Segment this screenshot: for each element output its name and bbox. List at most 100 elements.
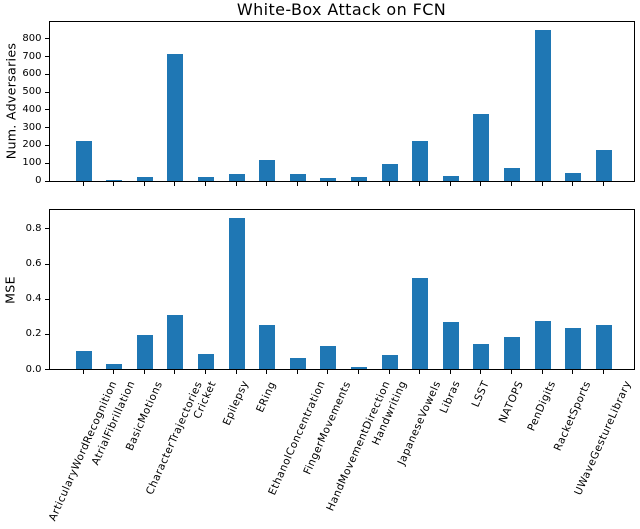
bar-LSST (473, 113, 490, 181)
bar-Handwriting (381, 163, 398, 181)
bar-NATOPS (503, 337, 520, 369)
bar-PenDigits (534, 30, 551, 181)
x-tick (174, 370, 176, 374)
y-tick (44, 127, 49, 129)
bar-HandMovementDirection (350, 177, 367, 181)
y-tick (44, 91, 49, 93)
x-tick (388, 181, 390, 186)
bar-NATOPS (503, 168, 520, 181)
bar-FingerMovements (320, 178, 337, 181)
x-tick (541, 370, 543, 374)
y-tick (44, 263, 49, 265)
bar-Libras (442, 176, 459, 181)
bar-RacketSports (565, 327, 582, 369)
y-tick (44, 369, 49, 370)
y-tick-label: 0 (35, 175, 42, 186)
bar-CharacterTrajectories (167, 54, 184, 181)
x-tick (388, 370, 390, 374)
y-tick-label: 0.4 (25, 293, 42, 305)
top-plot-area (48, 20, 635, 182)
y-tick-label: 0.2 (25, 328, 42, 340)
x-tick (449, 370, 451, 374)
bar-AtrialFibrillation (106, 364, 123, 369)
x-tick-label-LSST: LSST (469, 379, 492, 410)
x-tick (113, 370, 115, 374)
x-tick (419, 370, 421, 374)
bar-BasicMotions (136, 334, 153, 369)
y-tick (44, 298, 49, 300)
bar-FingerMovements (320, 345, 337, 369)
bar-BasicMotions (136, 177, 153, 181)
bar-Epilepsy (228, 217, 245, 369)
bar-ArticularyWordRecognition (75, 350, 92, 369)
bar-JapaneseVowels (412, 278, 429, 369)
x-tick (510, 181, 512, 186)
x-tick (82, 181, 84, 186)
y-tick (44, 144, 49, 146)
x-tick (419, 181, 421, 186)
x-tick (510, 370, 512, 374)
bar-Cricket (197, 354, 214, 369)
x-tick (480, 370, 482, 374)
bar-EthanolConcentration (289, 173, 306, 181)
x-tick (602, 370, 604, 374)
y-tick (44, 38, 49, 40)
x-tick-label-Epilepsy: Epilepsy (220, 379, 252, 428)
bar-ERing (259, 160, 276, 181)
x-tick (113, 181, 115, 186)
bottom-plot-area (48, 209, 635, 370)
x-tick (602, 181, 604, 186)
x-tick (572, 370, 574, 374)
x-tick (357, 181, 359, 186)
bar-Cricket (197, 176, 214, 181)
y-tick-label: 200 (22, 139, 42, 151)
bar-PenDigits (534, 321, 551, 369)
bar-Handwriting (381, 354, 398, 369)
y-tick-label: 700 (22, 50, 42, 62)
x-tick (235, 181, 237, 186)
y-tick-label: 500 (22, 86, 42, 98)
y-tick-label: 300 (22, 121, 42, 133)
y-tick-label: 800 (22, 32, 42, 44)
x-tick-label-NATOPS: NATOPS (496, 379, 526, 425)
y-tick-label: 0.0 (25, 363, 42, 375)
y-tick (44, 73, 49, 75)
x-tick (449, 181, 451, 186)
y-tick-label: 100 (22, 157, 42, 169)
y-tick-label: 600 (22, 68, 42, 80)
y-tick-label: 400 (22, 103, 42, 115)
bar-ERing (259, 325, 276, 369)
x-tick (235, 370, 237, 374)
y-tick (44, 56, 49, 58)
x-tick (82, 370, 84, 374)
bar-HandMovementDirection (350, 366, 367, 369)
x-tick (266, 370, 268, 374)
x-tick (174, 181, 176, 186)
x-tick-label-RacketSports: RacketSports (551, 378, 594, 453)
y-tick (44, 180, 49, 182)
y-tick (44, 228, 49, 230)
bar-JapaneseVowels (412, 140, 429, 181)
x-tick (296, 370, 298, 374)
x-tick (572, 181, 574, 186)
x-tick (327, 181, 329, 186)
y-tick (44, 162, 49, 164)
x-tick (296, 181, 298, 186)
bar-Epilepsy (228, 174, 245, 181)
x-tick (143, 181, 145, 186)
chart-title: White-Box Attack on FCN (236, 0, 447, 19)
x-tick (204, 370, 206, 374)
x-tick (480, 181, 482, 186)
x-tick (204, 181, 206, 186)
bar-CharacterTrajectories (167, 315, 184, 369)
bar-UWaveGestureLibrary (595, 150, 612, 181)
x-tick-label-PenDigits: PenDigits (525, 379, 559, 434)
y-tick (44, 333, 49, 335)
bar-UWaveGestureLibrary (595, 325, 612, 369)
x-tick (541, 181, 543, 186)
x-tick (357, 370, 359, 374)
bar-ArticularyWordRecognition (75, 141, 92, 181)
bar-Libras (442, 322, 459, 369)
x-tick (327, 370, 329, 374)
